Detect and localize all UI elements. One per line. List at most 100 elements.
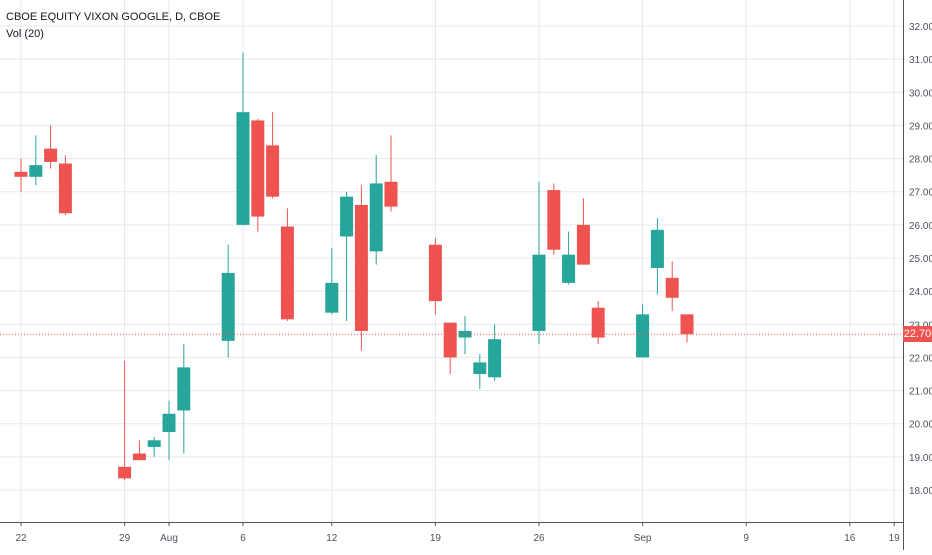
candle-body — [443, 322, 457, 358]
candle-up[interactable] — [147, 436, 161, 457]
candle-up[interactable] — [29, 135, 43, 186]
y-tick-label: 30.00 — [909, 88, 932, 99]
y-tick-label: 23.00 — [909, 320, 932, 331]
y-tick-label: 32.00 — [909, 22, 932, 33]
candle-down[interactable] — [44, 125, 58, 169]
candle-down[interactable] — [280, 208, 294, 321]
candle-body — [29, 165, 43, 177]
candle-body — [354, 204, 368, 331]
candle-down[interactable] — [14, 158, 28, 192]
candle-body — [547, 190, 561, 250]
candle-up[interactable] — [636, 304, 650, 358]
candle-body — [636, 314, 650, 358]
y-tick-label: 27.00 — [909, 188, 932, 199]
candle-up[interactable] — [162, 400, 176, 461]
y-tick-label: 25.00 — [909, 254, 932, 265]
candle-down[interactable] — [680, 314, 694, 343]
y-tick-label: 28.00 — [909, 155, 932, 166]
candle-body — [44, 148, 58, 162]
candle-up[interactable] — [650, 218, 664, 295]
candle-body — [591, 307, 605, 338]
x-tick-label: 22 — [15, 533, 27, 544]
candle-body — [58, 163, 72, 214]
candle-up[interactable] — [488, 324, 502, 381]
candle-body — [340, 196, 354, 237]
candle-down[interactable] — [576, 198, 590, 265]
chart-legend: CBOE EQUITY VIXON GOOGLE, D, CBOE Vol (2… — [6, 9, 220, 43]
x-tick-label: 26 — [533, 533, 545, 544]
x-tick-label: 19 — [889, 533, 901, 544]
candle-body — [266, 145, 280, 197]
candle-body — [562, 254, 576, 283]
candle-up[interactable] — [473, 354, 487, 389]
candles — [14, 52, 694, 481]
candle-body — [325, 282, 339, 313]
candle-body — [280, 226, 294, 320]
indicator-label[interactable]: Vol (20) — [6, 28, 44, 40]
candle-down[interactable] — [591, 301, 605, 345]
y-tick-label: 18.00 — [909, 486, 932, 497]
grid-lines — [0, 0, 903, 522]
candle-body — [650, 229, 664, 268]
y-tick-label: 31.00 — [909, 55, 932, 66]
x-tick-label: Sep — [634, 533, 652, 544]
candle-down[interactable] — [251, 118, 265, 232]
candle-body — [132, 453, 146, 461]
candle-body — [221, 272, 235, 341]
candle-body — [488, 339, 502, 378]
candle-up[interactable] — [532, 181, 546, 345]
candle-down[interactable] — [58, 155, 72, 215]
candle-up[interactable] — [236, 52, 250, 225]
candle-body — [162, 413, 176, 432]
candle-down[interactable] — [547, 183, 561, 255]
candle-up[interactable] — [340, 191, 354, 321]
candle-down[interactable] — [428, 238, 442, 315]
candle-body — [118, 466, 132, 479]
candle-down[interactable] — [132, 440, 146, 461]
candle-body — [369, 183, 383, 252]
candle-body — [236, 112, 250, 225]
x-tick-label: 9 — [743, 533, 749, 544]
candle-body — [473, 362, 487, 374]
candle-up[interactable] — [369, 155, 383, 265]
candle-body — [665, 277, 679, 298]
candle-down[interactable] — [665, 261, 679, 312]
candle-up[interactable] — [562, 231, 576, 285]
y-tick-label: 21.00 — [909, 387, 932, 398]
y-tick-label: 24.00 — [909, 287, 932, 298]
x-tick-label: 6 — [240, 533, 246, 544]
candle-down[interactable] — [354, 185, 368, 351]
candle-body — [532, 254, 546, 331]
last-price-badge: 22.70 — [903, 326, 932, 343]
candle-down[interactable] — [384, 135, 398, 212]
candle-down[interactable] — [443, 322, 457, 374]
candle-body — [576, 224, 590, 265]
y-tick-label: 26.00 — [909, 221, 932, 232]
x-tick-label: 29 — [119, 533, 131, 544]
candle-body — [251, 120, 265, 217]
candle-up[interactable] — [177, 344, 191, 454]
y-tick-label: 20.00 — [909, 420, 932, 431]
candle-down[interactable] — [118, 360, 132, 481]
x-tick-label: 16 — [844, 533, 856, 544]
x-tick-label: 12 — [326, 533, 338, 544]
y-tick-label: 22.00 — [909, 353, 932, 364]
candle-body — [384, 181, 398, 207]
x-tick-label: 19 — [430, 533, 442, 544]
candle-body — [177, 367, 191, 411]
x-tick-label: Aug — [160, 533, 178, 544]
y-tick-label: 19.00 — [909, 453, 932, 464]
candle-body — [147, 440, 161, 447]
y-tick-label: 29.00 — [909, 121, 932, 132]
candle-down[interactable] — [266, 112, 280, 199]
candle-body — [14, 171, 28, 177]
candle-body — [428, 244, 442, 302]
candle-body — [680, 314, 694, 335]
candle-up[interactable] — [221, 244, 235, 358]
candle-up[interactable] — [325, 248, 339, 315]
symbol-title[interactable]: CBOE EQUITY VIXON GOOGLE, D, CBOE — [6, 11, 221, 23]
